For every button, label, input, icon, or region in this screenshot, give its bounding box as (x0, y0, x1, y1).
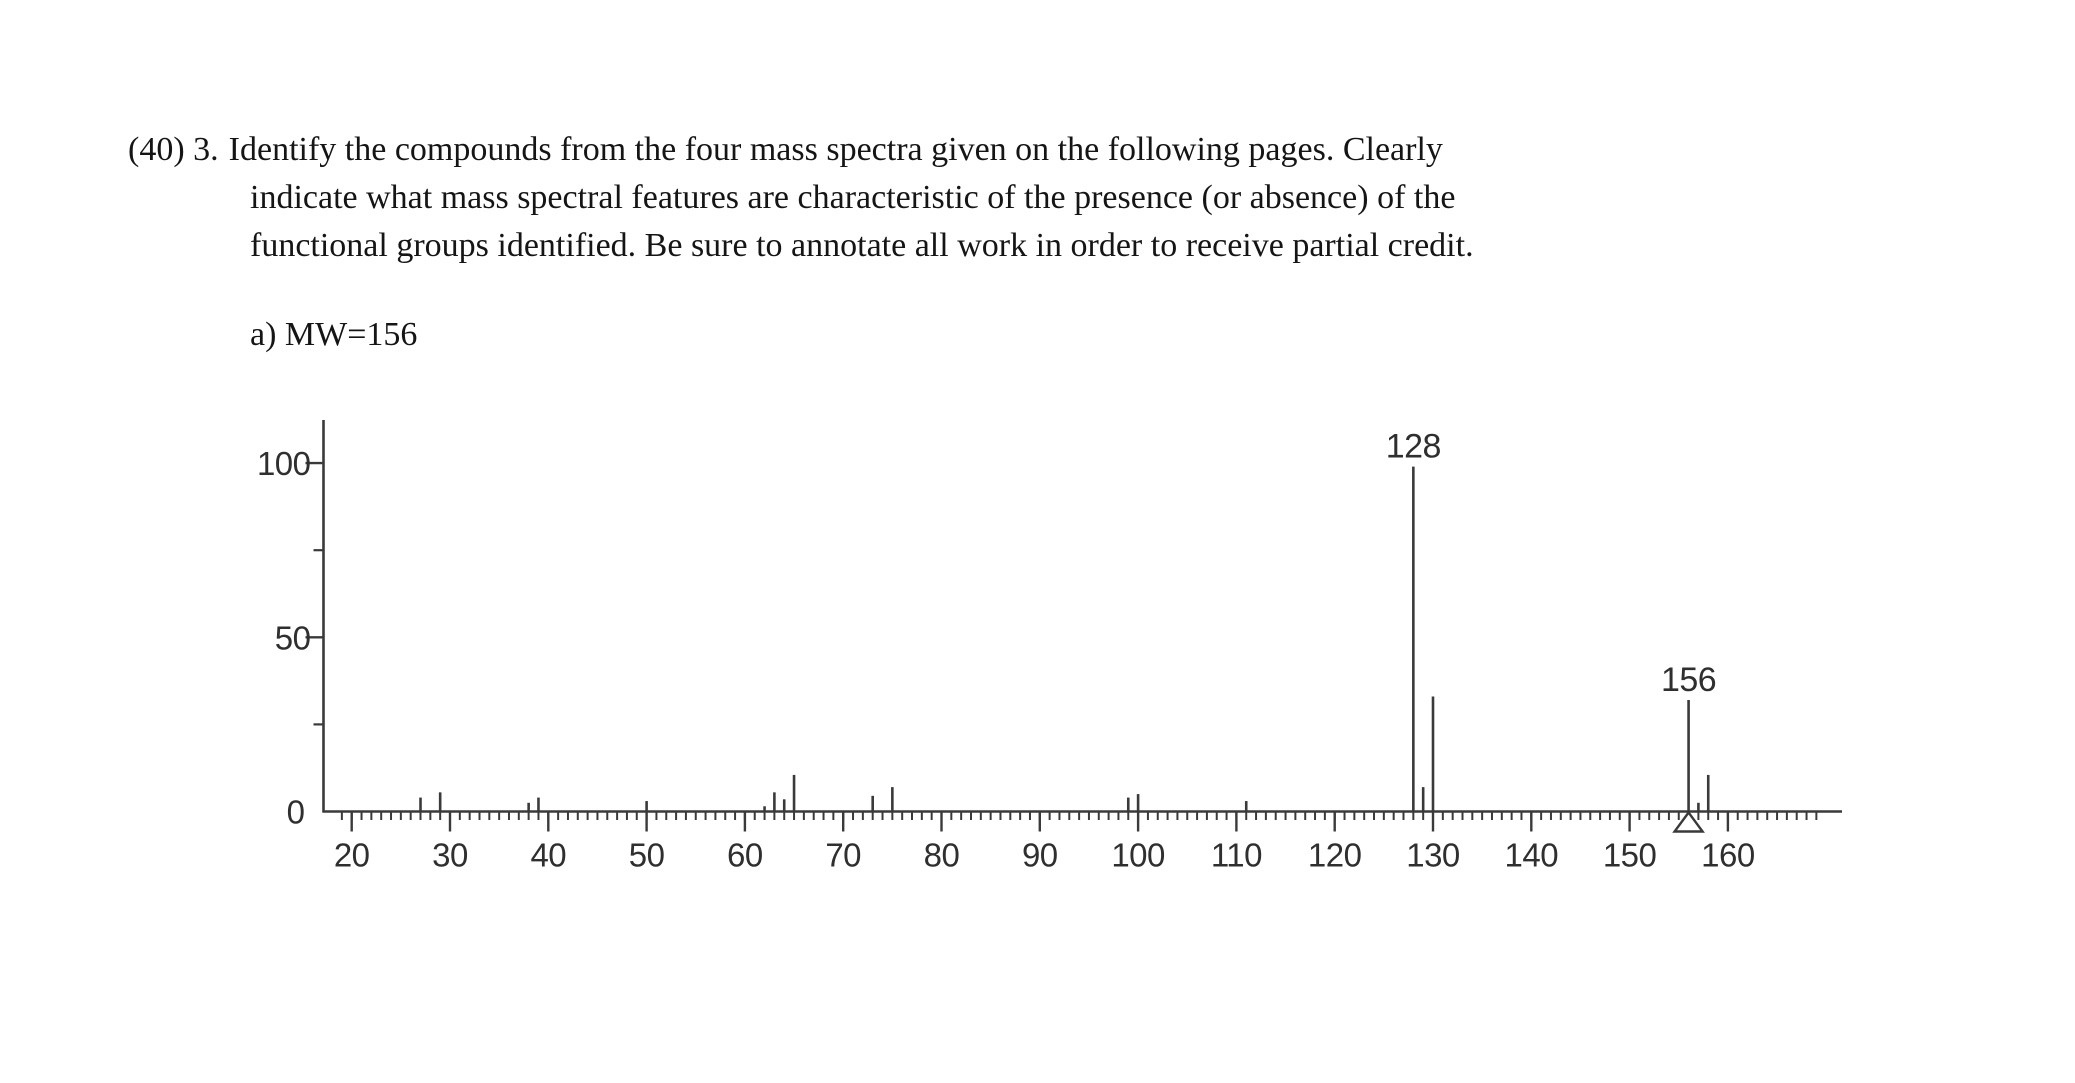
x-axis-tick-label: 50 (629, 837, 665, 874)
question-line-2: indicate what mass spectral features are… (250, 179, 1456, 216)
y-axis-tick-label: 100 (257, 445, 311, 482)
question-line-1: (40) 3. Identify the compounds from the f… (128, 126, 1768, 174)
peak-label-156: 156 (1661, 661, 1716, 699)
x-axis-tick-label: 120 (1308, 837, 1362, 874)
x-axis-tick-label: 30 (432, 837, 468, 874)
x-axis-tick-label: 140 (1505, 837, 1559, 874)
peak-label-128: 128 (1386, 428, 1441, 466)
question-line-3: functional groups identified. Be sure to… (250, 227, 1474, 264)
x-axis-tick-label: 20 (334, 837, 370, 874)
x-axis-tick-label: 150 (1603, 837, 1657, 874)
x-axis-tick-label: 90 (1022, 837, 1058, 874)
question-line-1-text: Identify the compounds from the four mas… (228, 131, 1443, 168)
x-axis-tick-label: 60 (727, 837, 763, 874)
x-axis-tick-label: 130 (1406, 837, 1460, 874)
x-axis-tick-label: 40 (530, 837, 566, 874)
x-axis-tick-label: 100 (1111, 837, 1165, 874)
molecular-ion-marker (1672, 810, 1705, 833)
x-axis-tick-label: 160 (1701, 837, 1755, 874)
x-axis-tick-label: 70 (825, 837, 861, 874)
part-a-label: a) MW=156 (250, 316, 418, 353)
question-text: (40) 3. Identify the compounds from the f… (128, 126, 1768, 270)
y-axis-tick-label: 0 (287, 794, 305, 831)
x-axis-tick-label: 80 (924, 837, 960, 874)
y-axis-tick-label: 50 (275, 619, 311, 656)
x-axis-tick-label: 110 (1211, 837, 1262, 874)
question-number: (40) 3. (128, 131, 219, 168)
